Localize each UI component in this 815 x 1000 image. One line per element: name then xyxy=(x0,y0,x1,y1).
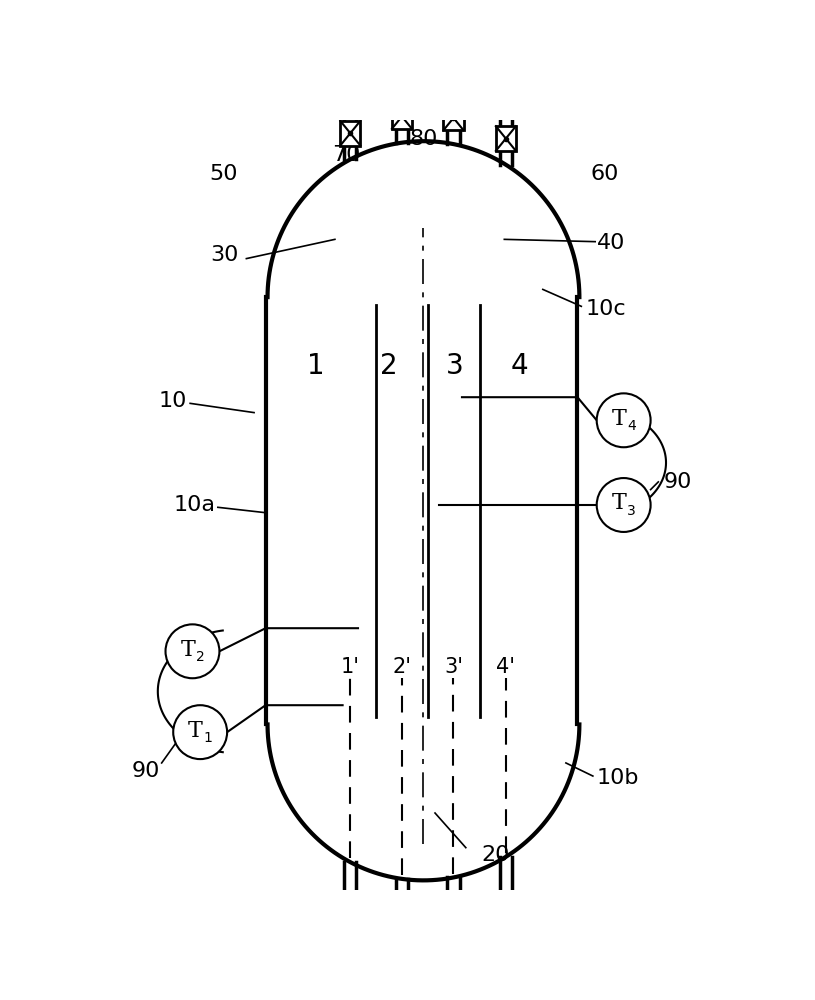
Text: 50: 50 xyxy=(209,164,237,184)
Bar xyxy=(340,912,361,926)
Text: T: T xyxy=(611,408,627,430)
Text: 80: 80 xyxy=(409,129,438,149)
Bar xyxy=(443,66,464,86)
Bar xyxy=(447,42,460,56)
Text: 3: 3 xyxy=(445,352,463,380)
Circle shape xyxy=(597,478,650,532)
Circle shape xyxy=(165,624,219,678)
Text: 2': 2' xyxy=(392,657,412,677)
Circle shape xyxy=(174,705,227,759)
Text: 1': 1' xyxy=(341,657,359,677)
Bar xyxy=(392,104,412,129)
Text: 30: 30 xyxy=(210,245,239,265)
Text: 90: 90 xyxy=(663,472,692,492)
Text: 20: 20 xyxy=(481,845,509,865)
Text: 2: 2 xyxy=(196,650,205,664)
Text: 2: 2 xyxy=(380,352,398,380)
Text: 3': 3' xyxy=(444,657,463,677)
Bar xyxy=(496,126,516,151)
Text: 4: 4 xyxy=(627,419,636,433)
Text: 1: 1 xyxy=(307,352,324,380)
Text: T: T xyxy=(180,639,196,661)
Text: T: T xyxy=(188,720,203,742)
Bar xyxy=(391,929,412,943)
Text: T: T xyxy=(611,492,627,514)
Bar xyxy=(343,42,357,56)
Text: 10: 10 xyxy=(159,391,187,411)
Text: 70: 70 xyxy=(333,145,361,165)
Bar xyxy=(443,106,464,130)
Bar xyxy=(496,66,516,86)
Text: 40: 40 xyxy=(597,233,625,253)
Text: 3: 3 xyxy=(627,504,636,518)
Text: 4: 4 xyxy=(511,352,528,380)
Bar xyxy=(341,66,360,86)
Bar xyxy=(443,928,465,941)
Bar xyxy=(341,121,360,146)
Bar xyxy=(499,42,513,56)
Text: 10a: 10a xyxy=(174,495,215,515)
Text: 10c: 10c xyxy=(585,299,626,319)
Bar xyxy=(392,66,412,86)
Bar xyxy=(395,42,409,56)
Circle shape xyxy=(597,393,650,447)
Bar xyxy=(495,907,517,921)
Text: 4': 4' xyxy=(496,657,515,677)
Text: 60: 60 xyxy=(590,164,619,184)
Text: 90: 90 xyxy=(132,761,161,781)
Text: 1: 1 xyxy=(204,731,212,745)
Text: 10b: 10b xyxy=(597,768,639,788)
